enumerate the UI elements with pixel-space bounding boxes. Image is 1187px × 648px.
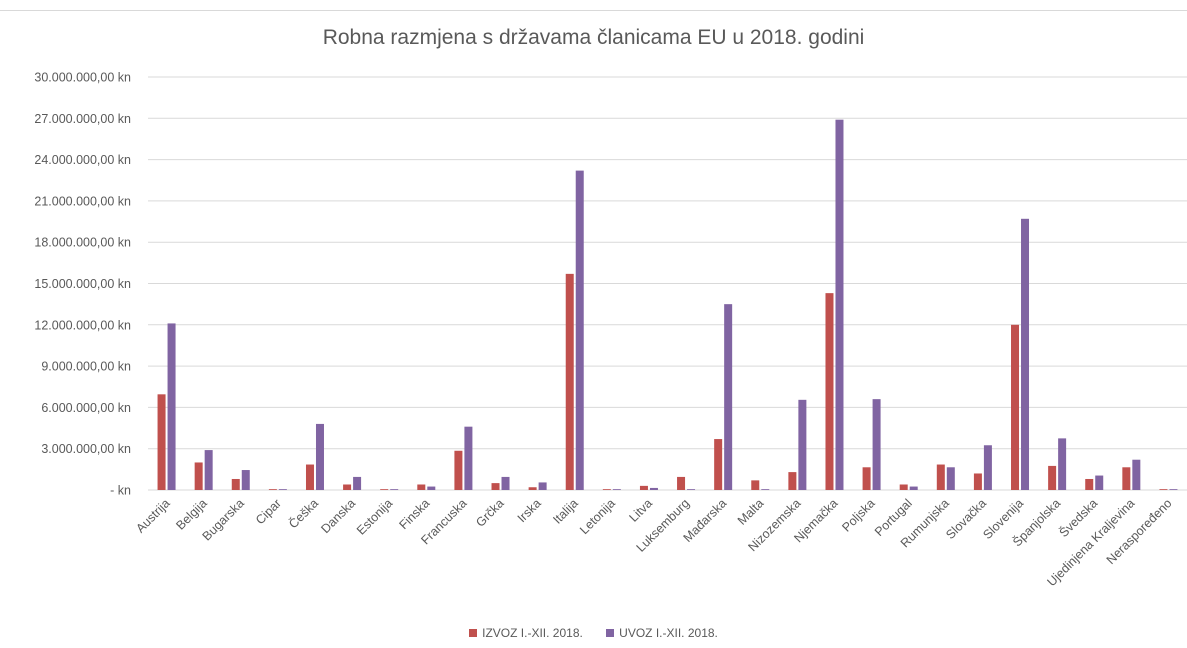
bar-izvoz[interactable]: [899, 484, 908, 490]
bar-uvoz[interactable]: [575, 170, 584, 490]
bar-izvoz[interactable]: [936, 464, 945, 490]
chart-title: Robna razmjena s državama članicama EU u…: [322, 26, 865, 49]
bar-izvoz[interactable]: [528, 487, 537, 490]
category-label: Danska: [318, 496, 358, 536]
y-tick-label: 9.000.000,00 kn: [41, 360, 131, 374]
legend-item-izvoz[interactable]: IZVOZ I.-XII. 2018.: [469, 626, 583, 640]
bar-uvoz[interactable]: [761, 489, 770, 490]
category-label: Grčka: [473, 496, 507, 530]
bar-uvoz[interactable]: [1095, 475, 1104, 490]
bar-izvoz[interactable]: [1122, 467, 1131, 490]
legend-swatch-uvoz: [606, 629, 615, 637]
bar-uvoz[interactable]: [612, 489, 621, 490]
bar-uvoz[interactable]: [241, 470, 250, 490]
bar-izvoz[interactable]: [1048, 465, 1057, 490]
legend: IZVOZ I.-XII. 2018. UVOZ I.-XII. 2018.: [0, 626, 1187, 640]
chart-frame: [0, 10, 1187, 648]
bar-uvoz[interactable]: [353, 476, 362, 490]
bar-uvoz[interactable]: [687, 489, 696, 490]
y-tick-label: 30.000.000,00 kn: [34, 71, 131, 85]
bar-uvoz[interactable]: [872, 399, 881, 490]
y-tick-label: 21.000.000,00 kn: [34, 194, 131, 208]
bar-uvoz[interactable]: [1132, 459, 1141, 490]
bar-izvoz[interactable]: [973, 473, 982, 490]
bar-uvoz[interactable]: [538, 482, 547, 490]
bar-izvoz[interactable]: [565, 273, 574, 490]
y-tick-label: 6.000.000,00 kn: [41, 401, 131, 415]
bar-uvoz[interactable]: [278, 489, 287, 490]
category-label: Italija: [550, 496, 581, 527]
bar-uvoz[interactable]: [946, 467, 955, 490]
bar-izvoz[interactable]: [714, 439, 723, 490]
legend-label-uvoz: UVOZ I.-XII. 2018.: [619, 626, 718, 640]
bar-uvoz[interactable]: [501, 476, 510, 490]
bar-izvoz[interactable]: [380, 489, 389, 490]
bar-izvoz[interactable]: [1085, 478, 1094, 490]
bar-uvoz[interactable]: [649, 487, 658, 490]
bar-uvoz[interactable]: [909, 486, 918, 490]
category-label: Belgija: [173, 496, 209, 532]
category-label: Malta: [735, 496, 767, 528]
category-label: Litva: [626, 496, 655, 525]
bar-izvoz[interactable]: [751, 480, 760, 490]
bar-izvoz[interactable]: [157, 394, 166, 490]
category-label: Cipar: [253, 496, 284, 527]
bar-izvoz[interactable]: [268, 489, 277, 490]
bar-izvoz[interactable]: [194, 462, 203, 490]
legend-swatch-izvoz: [469, 629, 478, 637]
y-tick-label: 15.000.000,00 kn: [34, 277, 131, 291]
bar-izvoz[interactable]: [788, 472, 797, 490]
bar-izvoz[interactable]: [305, 464, 314, 490]
bar-uvoz[interactable]: [167, 323, 176, 490]
bar-uvoz[interactable]: [724, 304, 733, 490]
bar-uvoz[interactable]: [427, 486, 436, 490]
y-tick-label: - kn: [110, 484, 131, 498]
bar-izvoz[interactable]: [639, 485, 648, 490]
bar-uvoz[interactable]: [390, 489, 399, 490]
y-tick-label: 18.000.000,00 kn: [34, 236, 131, 250]
bar-izvoz[interactable]: [1011, 324, 1020, 490]
bar-izvoz[interactable]: [825, 293, 834, 490]
category-label: Finska: [396, 496, 432, 532]
y-tick-label: 27.000.000,00 kn: [34, 112, 131, 126]
bar-uvoz[interactable]: [315, 423, 324, 490]
bar-uvoz[interactable]: [204, 450, 213, 490]
bar-uvoz[interactable]: [835, 119, 844, 490]
category-label: Letonija: [577, 496, 618, 537]
y-tick-label: 3.000.000,00 kn: [41, 442, 131, 456]
bars: [157, 119, 1178, 490]
category-label: Estonija: [354, 496, 395, 537]
bar-uvoz[interactable]: [983, 445, 992, 490]
legend-item-uvoz[interactable]: UVOZ I.-XII. 2018.: [606, 626, 718, 640]
bar-izvoz[interactable]: [231, 478, 240, 490]
category-label: Irska: [515, 496, 544, 525]
category-label: Austrija: [133, 496, 172, 535]
grid-lines: [148, 76, 1187, 491]
bar-uvoz[interactable]: [1169, 489, 1178, 490]
bar-izvoz[interactable]: [417, 484, 426, 490]
y-axis-ticks: - kn 3.000.000,00 kn 6.000.000,00 kn 9.000.…: [34, 71, 131, 498]
bar-izvoz[interactable]: [343, 484, 352, 490]
bar-uvoz[interactable]: [798, 399, 807, 490]
bar-izvoz[interactable]: [454, 450, 463, 490]
bar-izvoz[interactable]: [602, 489, 611, 490]
bar-izvoz[interactable]: [1159, 489, 1168, 490]
category-label: Neraspoređeno: [1104, 496, 1175, 567]
bar-izvoz[interactable]: [862, 467, 871, 490]
bar-izvoz[interactable]: [491, 483, 500, 490]
bar-uvoz[interactable]: [1058, 438, 1067, 490]
bar-uvoz[interactable]: [464, 426, 473, 490]
bar-izvoz[interactable]: [677, 476, 686, 490]
y-tick-label: 12.000.000,00 kn: [34, 318, 131, 332]
category-label: Češka: [285, 495, 321, 531]
bar-uvoz[interactable]: [1021, 218, 1030, 490]
y-tick-label: 24.000.000,00 kn: [34, 153, 131, 167]
legend-label-izvoz: IZVOZ I.-XII. 2018.: [482, 626, 583, 640]
